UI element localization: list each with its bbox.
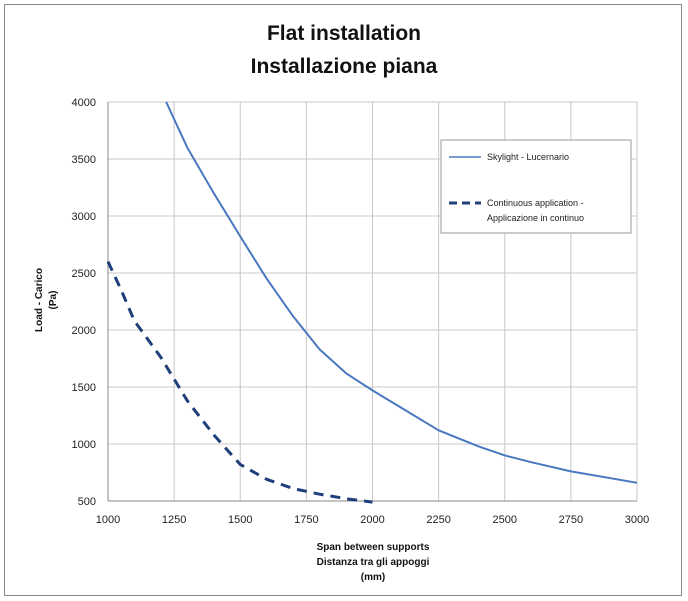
series-line-1 <box>165 101 638 484</box>
x-tick-label: 2250 <box>426 514 450 526</box>
y-tick-label: 3500 <box>72 154 96 166</box>
x-tick-label: 2000 <box>360 514 384 526</box>
y-tick-labels: 500 1000 1500 2000 2500 3000 3500 4000 <box>72 97 96 508</box>
chart-title-line-1: Flat installation <box>267 22 421 45</box>
x-axis-title-line-3: (mm) <box>361 572 385 583</box>
y-axis-title-line-2: (Pa) <box>48 291 59 310</box>
x-tick-label: 1000 <box>96 514 120 526</box>
legend-label-2: Applicazione in continuo <box>487 213 584 223</box>
y-tick-label: 500 <box>78 496 96 508</box>
legend: Skylight - Lucernario Continuous applicat… <box>440 139 632 234</box>
chart-title: Flat installation Installazione piana <box>251 22 438 78</box>
x-tick-label: 1250 <box>162 514 186 526</box>
y-tick-label: 1000 <box>72 439 96 451</box>
chart-title-line-2: Installazione piana <box>251 55 438 78</box>
y-axis-title: Load - Carico (Pa) <box>34 268 59 332</box>
x-tick-labels: 1000 1250 1500 1750 2000 2250 2500 2750 3000 <box>96 514 649 526</box>
x-tick-label: 1500 <box>228 514 252 526</box>
y-axis-title-line-1: Load - Carico <box>34 268 45 332</box>
series-line-2 <box>106 260 373 504</box>
y-tick-label: 2500 <box>72 268 96 280</box>
legend-label-2: Continuous application - <box>487 198 584 208</box>
x-tick-label: 2750 <box>559 514 583 526</box>
x-tick-label: 1750 <box>294 514 318 526</box>
legend-box <box>440 139 632 234</box>
y-tick-label: 3000 <box>72 211 96 223</box>
x-tick-label: 3000 <box>625 514 649 526</box>
legend-label-1: Skylight - Lucernario <box>487 152 569 162</box>
x-axis-title-line-2: Distanza tra gli appoggi <box>317 557 430 568</box>
y-tick-label: 2000 <box>72 325 96 337</box>
x-axis-title: Span between supports Distanza tra gli ap… <box>317 542 430 583</box>
y-tick-label: 1500 <box>72 382 96 394</box>
y-tick-label: 4000 <box>72 97 96 109</box>
x-tick-label: 2500 <box>493 514 517 526</box>
x-axis-title-line-1: Span between supports <box>317 542 430 553</box>
series-lines <box>106 101 638 504</box>
